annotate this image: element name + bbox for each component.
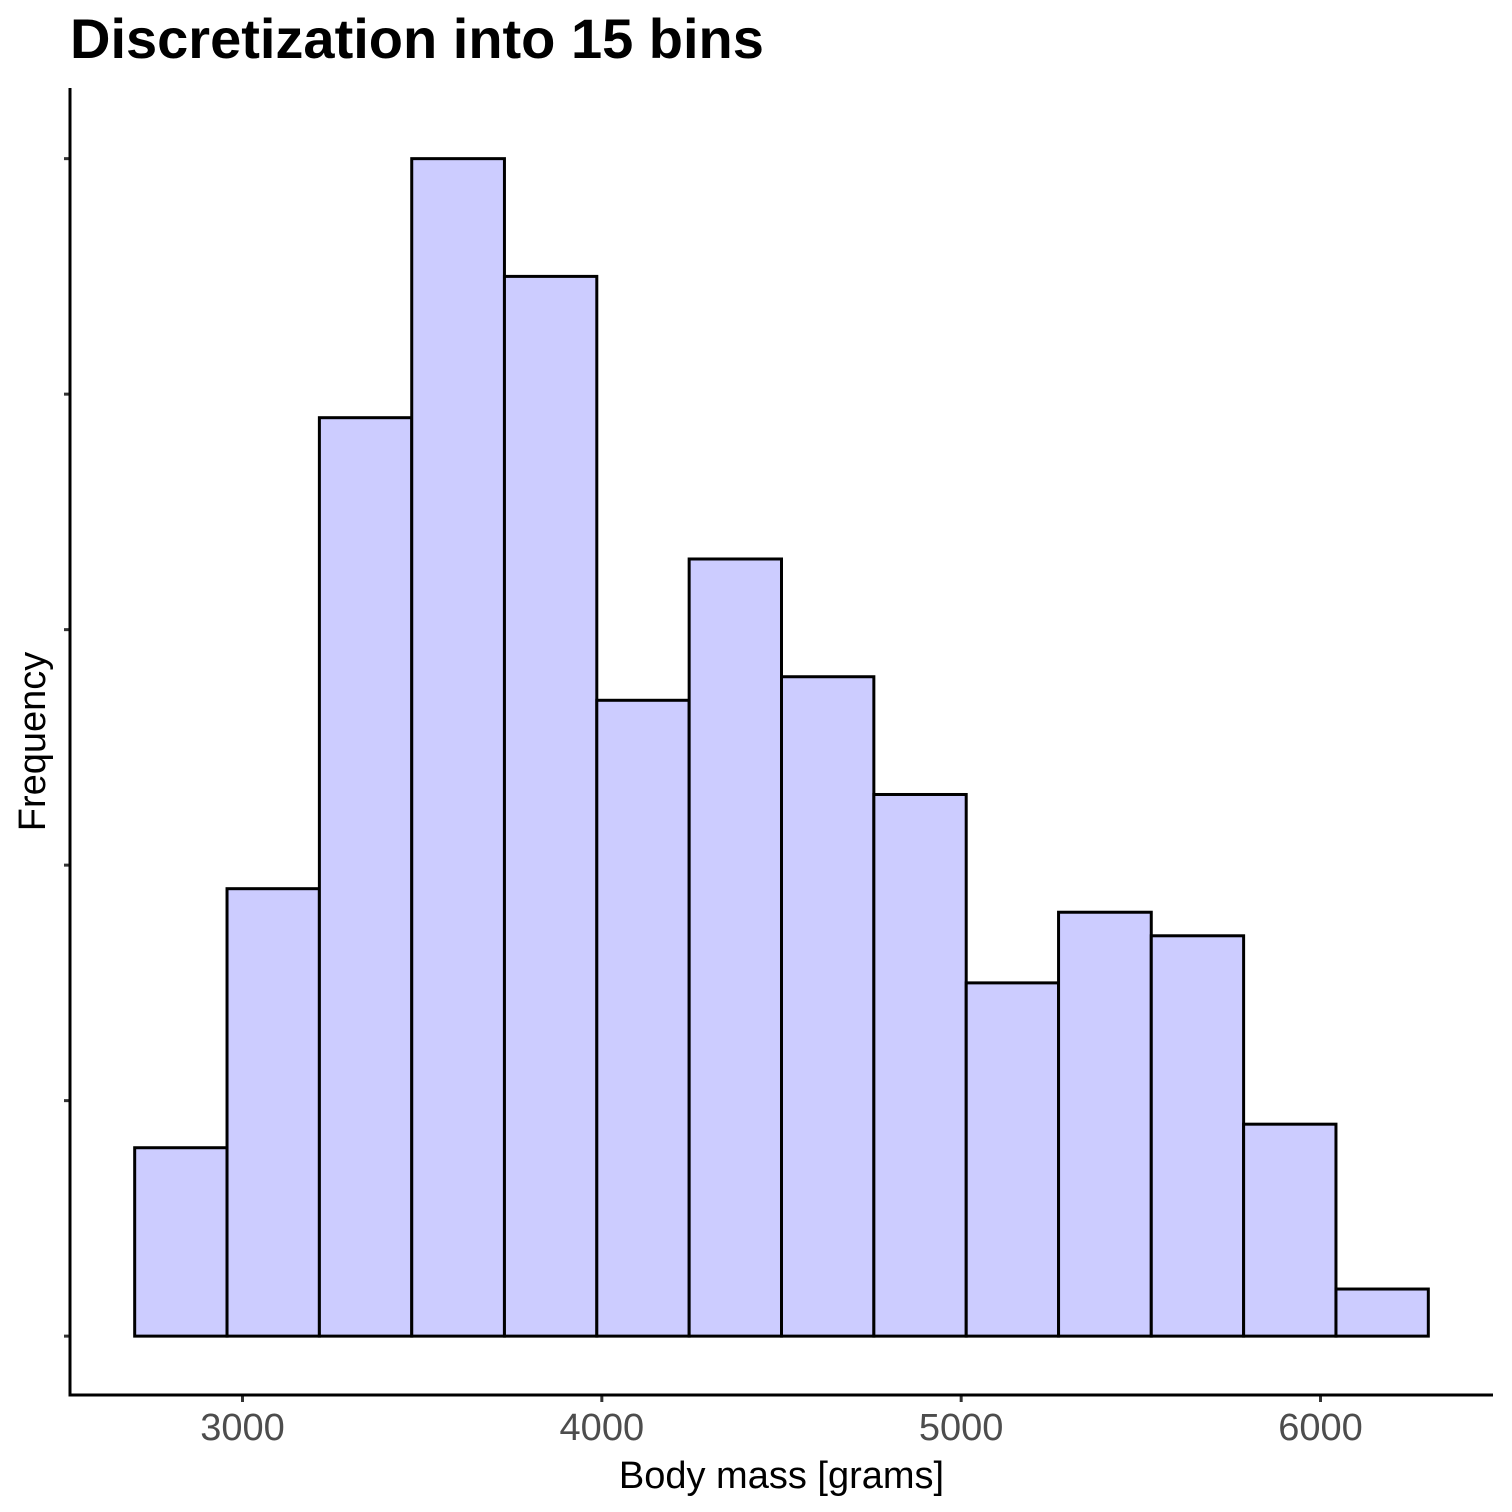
histogram-bar-14 bbox=[1334, 1287, 1430, 1338]
bars-group bbox=[133, 157, 1430, 1338]
chart-title: Discretization into 15 bins bbox=[70, 7, 764, 70]
histogram-bar-2 bbox=[225, 887, 321, 1338]
histogram-bar-6 bbox=[595, 698, 691, 1338]
x-tick-label: 6000 bbox=[1278, 1407, 1363, 1449]
histogram-bar-12 bbox=[1149, 934, 1246, 1338]
histogram-bar-8 bbox=[780, 675, 876, 1338]
histogram-bar-13 bbox=[1242, 1122, 1338, 1338]
histogram-bar-4 bbox=[410, 157, 506, 1338]
x-axis-label: Body mass [grams] bbox=[619, 1455, 944, 1497]
histogram-bar-10 bbox=[964, 981, 1061, 1338]
histogram-bar-1 bbox=[133, 1146, 229, 1338]
x-tick-label: 4000 bbox=[560, 1407, 645, 1449]
histogram-bar-3 bbox=[317, 416, 414, 1338]
histogram-bar-7 bbox=[687, 557, 784, 1338]
x-axis-ticks: 3000 4000 5000 6000 bbox=[200, 1395, 1363, 1449]
histogram-bar-5 bbox=[502, 274, 599, 1338]
histogram-bar-9 bbox=[872, 792, 968, 1338]
y-axis-label: Frequency bbox=[12, 652, 54, 832]
x-tick-label: 3000 bbox=[200, 1407, 285, 1449]
x-tick-label: 5000 bbox=[919, 1407, 1004, 1449]
histogram-bar-11 bbox=[1057, 910, 1153, 1338]
